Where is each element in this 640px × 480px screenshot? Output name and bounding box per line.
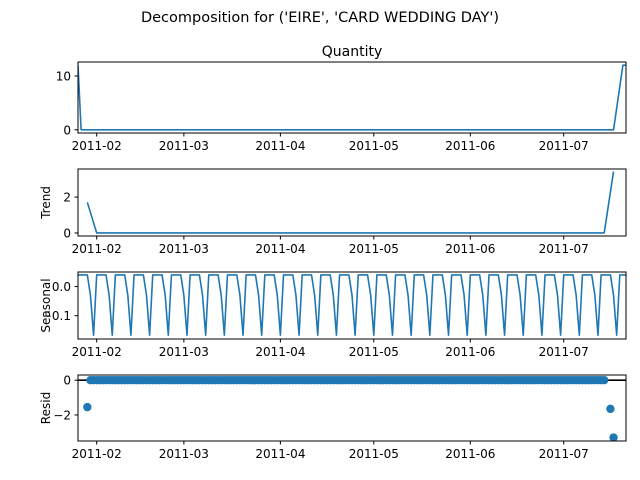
quantity-ytick-label: 0 bbox=[63, 123, 71, 137]
quantity-xtick-label: 2011-05 bbox=[349, 139, 399, 153]
seasonal-series-line bbox=[78, 274, 626, 337]
seasonal-xtick-label: 2011-04 bbox=[255, 345, 305, 359]
resid-plot-area bbox=[78, 376, 626, 441]
trend-ylabel: Trend bbox=[39, 186, 53, 220]
resid-panel: Resid −2 0 2011-02 2011-03 2011-04 2011-05 2011… bbox=[39, 374, 627, 461]
resid-ylabel: Resid bbox=[39, 392, 53, 424]
trend-series-line bbox=[86, 171, 615, 234]
decomposition-panels: Quantity 0 10 2011-02 2011-03 2011-04 2011-05 2… bbox=[39, 44, 627, 461]
resid-xtick-label: 2011-03 bbox=[159, 447, 209, 461]
quantity-xtick-label: 2011-02 bbox=[72, 139, 122, 153]
resid-outlier-point bbox=[83, 402, 92, 412]
trend-xtick-label: 2011-05 bbox=[349, 242, 399, 256]
resid-outlier-point bbox=[609, 433, 618, 441]
seasonal-xtick-label: 2011-07 bbox=[539, 345, 589, 359]
quantity-panel: Quantity 0 10 2011-02 2011-03 2011-04 2011-05 2… bbox=[56, 44, 627, 153]
quantity-xtick-label: 2011-07 bbox=[539, 139, 589, 153]
quantity-title: Quantity bbox=[322, 44, 383, 60]
trend-ytick-label: 0 bbox=[63, 226, 71, 240]
figure-suptitle: Decomposition for ('EIRE', 'CARD WEDDING… bbox=[141, 10, 499, 26]
seasonal-ylabel: Seasonal bbox=[39, 278, 53, 332]
seasonal-xtick-label: 2011-03 bbox=[159, 345, 209, 359]
resid-outlier-point bbox=[606, 404, 615, 414]
seasonal-axes-frame bbox=[77, 271, 627, 340]
resid-axes-frame bbox=[77, 374, 627, 442]
resid-xtick-label: 2011-04 bbox=[255, 447, 305, 461]
trend-axes-frame bbox=[77, 168, 627, 237]
trend-xtick-label: 2011-04 bbox=[255, 242, 305, 256]
seasonal-plot-area bbox=[78, 274, 626, 337]
resid-point bbox=[600, 376, 609, 385]
seasonal-xtick-label: 2011-02 bbox=[72, 345, 122, 359]
seasonal-ytick-label: −0.1 bbox=[42, 309, 71, 323]
trend-ytick-label: 2 bbox=[63, 191, 71, 205]
seasonal-xtick-label: 2011-06 bbox=[445, 345, 495, 359]
resid-ytick-label: 0 bbox=[63, 374, 71, 388]
trend-xtick-label: 2011-02 bbox=[72, 242, 122, 256]
quantity-xtick-label: 2011-06 bbox=[445, 139, 495, 153]
resid-xtick-label: 2011-02 bbox=[72, 447, 122, 461]
quantity-ytick-label: 10 bbox=[56, 69, 71, 83]
seasonal-panel: Seasonal−0.1 0.0 2011-02 2011-03 2011-04 2011… bbox=[39, 271, 627, 359]
quantity-axes-frame bbox=[77, 61, 627, 134]
resid-xtick-label: 2011-05 bbox=[349, 447, 399, 461]
resid-ytick-label: −2 bbox=[53, 408, 71, 422]
quantity-xtick-label: 2011-03 bbox=[159, 139, 209, 153]
trend-xtick-label: 2011-07 bbox=[539, 242, 589, 256]
seasonal-ytick-label: 0.0 bbox=[52, 280, 71, 294]
seasonal-xtick-label: 2011-05 bbox=[349, 345, 399, 359]
trend-plot-area bbox=[86, 171, 615, 234]
trend-panel: Trend 0 2 2011-02 2011-03 2011-04 2011-05 2011-… bbox=[39, 168, 627, 256]
quantity-series-line bbox=[78, 64, 626, 131]
quantity-xtick-label: 2011-04 bbox=[255, 139, 305, 153]
trend-xtick-label: 2011-03 bbox=[159, 242, 209, 256]
quantity-plot-area bbox=[78, 64, 626, 131]
resid-xtick-label: 2011-06 bbox=[445, 447, 495, 461]
resid-xtick-label: 2011-07 bbox=[539, 447, 589, 461]
trend-xtick-label: 2011-06 bbox=[445, 242, 495, 256]
